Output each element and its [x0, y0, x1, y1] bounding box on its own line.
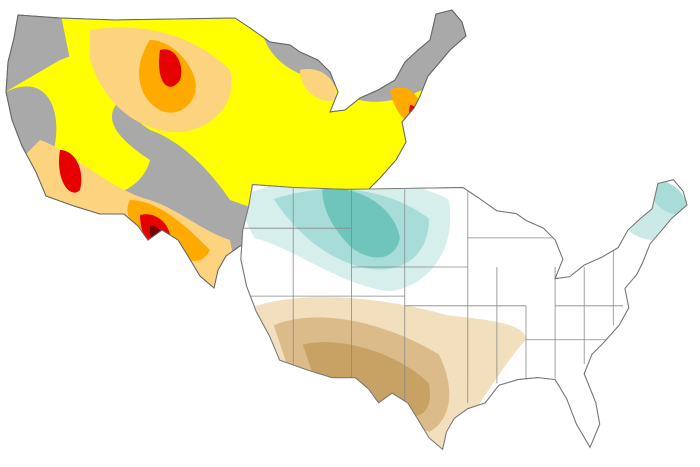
state-lines	[240, 179, 624, 423]
outlook-map	[240, 179, 688, 450]
